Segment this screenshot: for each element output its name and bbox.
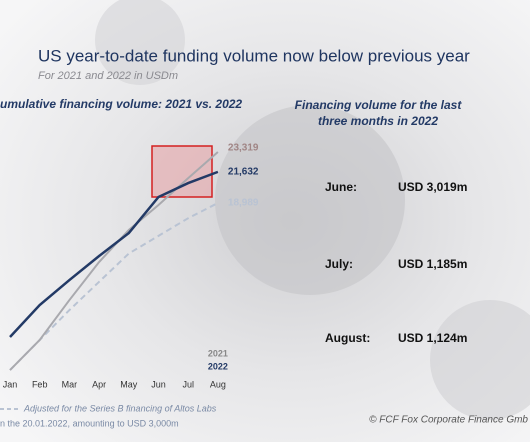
line-series bbox=[9, 202, 219, 371]
chart-title: umulative financing volume: 2021 vs. 202… bbox=[0, 97, 242, 111]
panel-value: USD 3,019m bbox=[398, 180, 467, 194]
x-tick-label: Jun bbox=[151, 379, 166, 389]
end-label: 23,319 bbox=[228, 143, 259, 154]
end-label: 18,989 bbox=[228, 198, 259, 209]
legend-label: 2021 bbox=[208, 348, 228, 358]
virus-shape bbox=[215, 105, 405, 295]
panel-value: USD 1,185m bbox=[398, 257, 467, 271]
x-tick-label: Feb bbox=[32, 379, 48, 389]
virus-shape bbox=[95, 0, 185, 85]
panel-label: July: bbox=[325, 257, 353, 271]
x-tick-label: May bbox=[120, 379, 138, 389]
end-label: 21,632 bbox=[228, 167, 259, 178]
legend-note: n the 20.01.2022, amounting to USD 3,000… bbox=[0, 418, 179, 428]
panel-title: three months in 2022 bbox=[318, 114, 438, 128]
subtitle: For 2021 and 2022 in USDm bbox=[38, 70, 178, 82]
footer: © FCF Fox Corporate Finance Gmb bbox=[369, 415, 528, 426]
legend-label: 2022 bbox=[208, 361, 228, 371]
title: US year-to-date funding volume now below… bbox=[38, 46, 470, 65]
x-tick-label: Jan bbox=[3, 379, 18, 389]
x-tick-label: Mar bbox=[62, 379, 78, 389]
line-series bbox=[9, 170, 219, 338]
virus-shape bbox=[430, 300, 530, 420]
x-tick-label: Jul bbox=[182, 379, 194, 389]
panel-value: USD 1,124m bbox=[398, 331, 467, 345]
x-tick-label: Aug bbox=[210, 379, 226, 389]
x-tick-label: Apr bbox=[92, 379, 106, 389]
panel-label: June: bbox=[325, 180, 357, 194]
highlight-box bbox=[151, 145, 213, 198]
panel-title: Financing volume for the last bbox=[295, 98, 463, 112]
legend-label: Adjusted for the Series B financing of A… bbox=[23, 403, 217, 413]
panel-label: August: bbox=[325, 331, 370, 345]
